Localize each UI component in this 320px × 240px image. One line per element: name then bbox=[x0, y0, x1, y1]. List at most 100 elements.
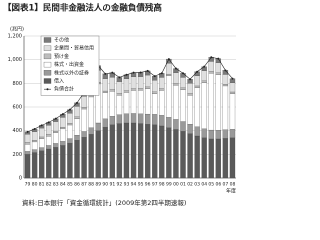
bar-segment bbox=[173, 72, 179, 84]
bar-segment bbox=[229, 91, 236, 94]
x-tick-label: 80 bbox=[32, 182, 38, 188]
bar-segment bbox=[67, 138, 73, 144]
x-tick-label: 00 bbox=[173, 182, 179, 188]
bar-segment bbox=[74, 118, 80, 136]
legend-swatch bbox=[43, 45, 52, 51]
bar-segment bbox=[102, 90, 108, 93]
x-tick-label: 02 bbox=[187, 182, 193, 188]
bar-segment bbox=[144, 113, 151, 125]
x-tick-label: 99 bbox=[166, 182, 172, 188]
x-tick-label: 08 bbox=[230, 182, 236, 188]
y-tick-label: 1,000 bbox=[8, 57, 22, 63]
bar-segment bbox=[31, 149, 38, 153]
bar-segment bbox=[173, 84, 179, 120]
bar-segment bbox=[123, 122, 130, 179]
bar-segment bbox=[109, 124, 116, 179]
bar-segment bbox=[222, 138, 229, 179]
bar-segment bbox=[222, 129, 229, 139]
total-marker bbox=[132, 71, 135, 74]
bar-segment bbox=[180, 77, 186, 88]
bar-segment bbox=[137, 76, 144, 89]
chart-title: 【図表1】民間非金融法人の金融負債残高 bbox=[3, 3, 162, 14]
y-tick-label: 0 bbox=[19, 176, 22, 182]
total-marker bbox=[231, 77, 234, 80]
bar-segment bbox=[60, 141, 66, 146]
legend-label: 借入 bbox=[54, 78, 64, 85]
bar-segment bbox=[229, 82, 236, 93]
bar-segment bbox=[208, 138, 214, 179]
bar-segment bbox=[173, 83, 179, 86]
bar-segment bbox=[152, 114, 158, 125]
bar-segment bbox=[137, 88, 144, 91]
bar-segment bbox=[38, 138, 45, 148]
bar-segment bbox=[215, 74, 222, 131]
bar-segment bbox=[123, 78, 130, 91]
x-tick-label: 83 bbox=[53, 182, 59, 188]
bar-segment bbox=[173, 129, 179, 179]
bar-segment bbox=[102, 78, 108, 92]
x-tick-label: 97 bbox=[152, 182, 158, 188]
bar-segment bbox=[109, 89, 116, 92]
bar-segment bbox=[201, 128, 207, 138]
x-tick-label: 04 bbox=[201, 182, 207, 188]
bar-segment bbox=[31, 141, 38, 150]
total-marker bbox=[68, 108, 71, 111]
total-marker bbox=[125, 73, 128, 76]
bar-segment bbox=[187, 83, 193, 94]
total-marker bbox=[210, 56, 213, 59]
y-tick-label: 200 bbox=[12, 152, 22, 158]
bar-segment bbox=[166, 75, 172, 118]
bar-segment bbox=[53, 132, 59, 144]
bar-segment bbox=[159, 125, 165, 179]
bar-segment bbox=[194, 126, 200, 137]
total-marker bbox=[76, 101, 78, 104]
bar-segment bbox=[222, 74, 229, 85]
bar-segment bbox=[24, 151, 31, 155]
bar-segment bbox=[74, 135, 80, 141]
x-tick-label: 79 bbox=[25, 182, 31, 188]
y-tick-label: 1,200 bbox=[8, 34, 22, 40]
bar-segment bbox=[81, 108, 87, 132]
bar-segment bbox=[222, 84, 229, 87]
legend-swatch bbox=[43, 53, 52, 60]
bar-segment bbox=[31, 140, 38, 143]
total-marker bbox=[139, 71, 142, 74]
bar-segment bbox=[166, 127, 172, 179]
x-tick-label: 86 bbox=[74, 182, 80, 188]
total-marker bbox=[104, 72, 107, 75]
bar-segment bbox=[38, 150, 45, 179]
bar-segment bbox=[144, 74, 151, 88]
bar-segment bbox=[215, 62, 222, 73]
x-tick-label: 88 bbox=[88, 182, 94, 188]
total-marker bbox=[224, 69, 227, 72]
bar-segment bbox=[88, 134, 94, 179]
total-marker bbox=[217, 57, 220, 60]
bar-segment bbox=[123, 90, 130, 93]
total-marker bbox=[118, 76, 121, 79]
legend-label: 預け金 bbox=[54, 53, 69, 60]
bar-segment bbox=[159, 77, 165, 89]
x-tick-label: 84 bbox=[60, 182, 66, 188]
bar-segment bbox=[31, 152, 38, 179]
bar-segment bbox=[194, 87, 200, 127]
bar-segment bbox=[187, 133, 193, 179]
total-line bbox=[27, 56, 233, 133]
bar-segment bbox=[123, 113, 130, 124]
bar-segment bbox=[137, 90, 144, 114]
bar-segment bbox=[60, 117, 66, 128]
bar-segment bbox=[187, 95, 193, 125]
bar-segment bbox=[194, 75, 200, 87]
bar-segment bbox=[116, 81, 123, 94]
bar-segment bbox=[180, 121, 186, 132]
total-marker bbox=[153, 75, 156, 78]
total-marker bbox=[189, 78, 192, 81]
legend-marker bbox=[46, 88, 49, 91]
total-marker bbox=[33, 128, 36, 131]
bar-segment bbox=[137, 113, 144, 124]
bar-segment bbox=[67, 142, 73, 179]
bar-segment bbox=[88, 96, 94, 128]
total-marker bbox=[174, 67, 177, 70]
bar-segment bbox=[215, 138, 222, 179]
legend-label: 株式・出資金 bbox=[54, 61, 84, 68]
bar-segment bbox=[208, 129, 214, 140]
